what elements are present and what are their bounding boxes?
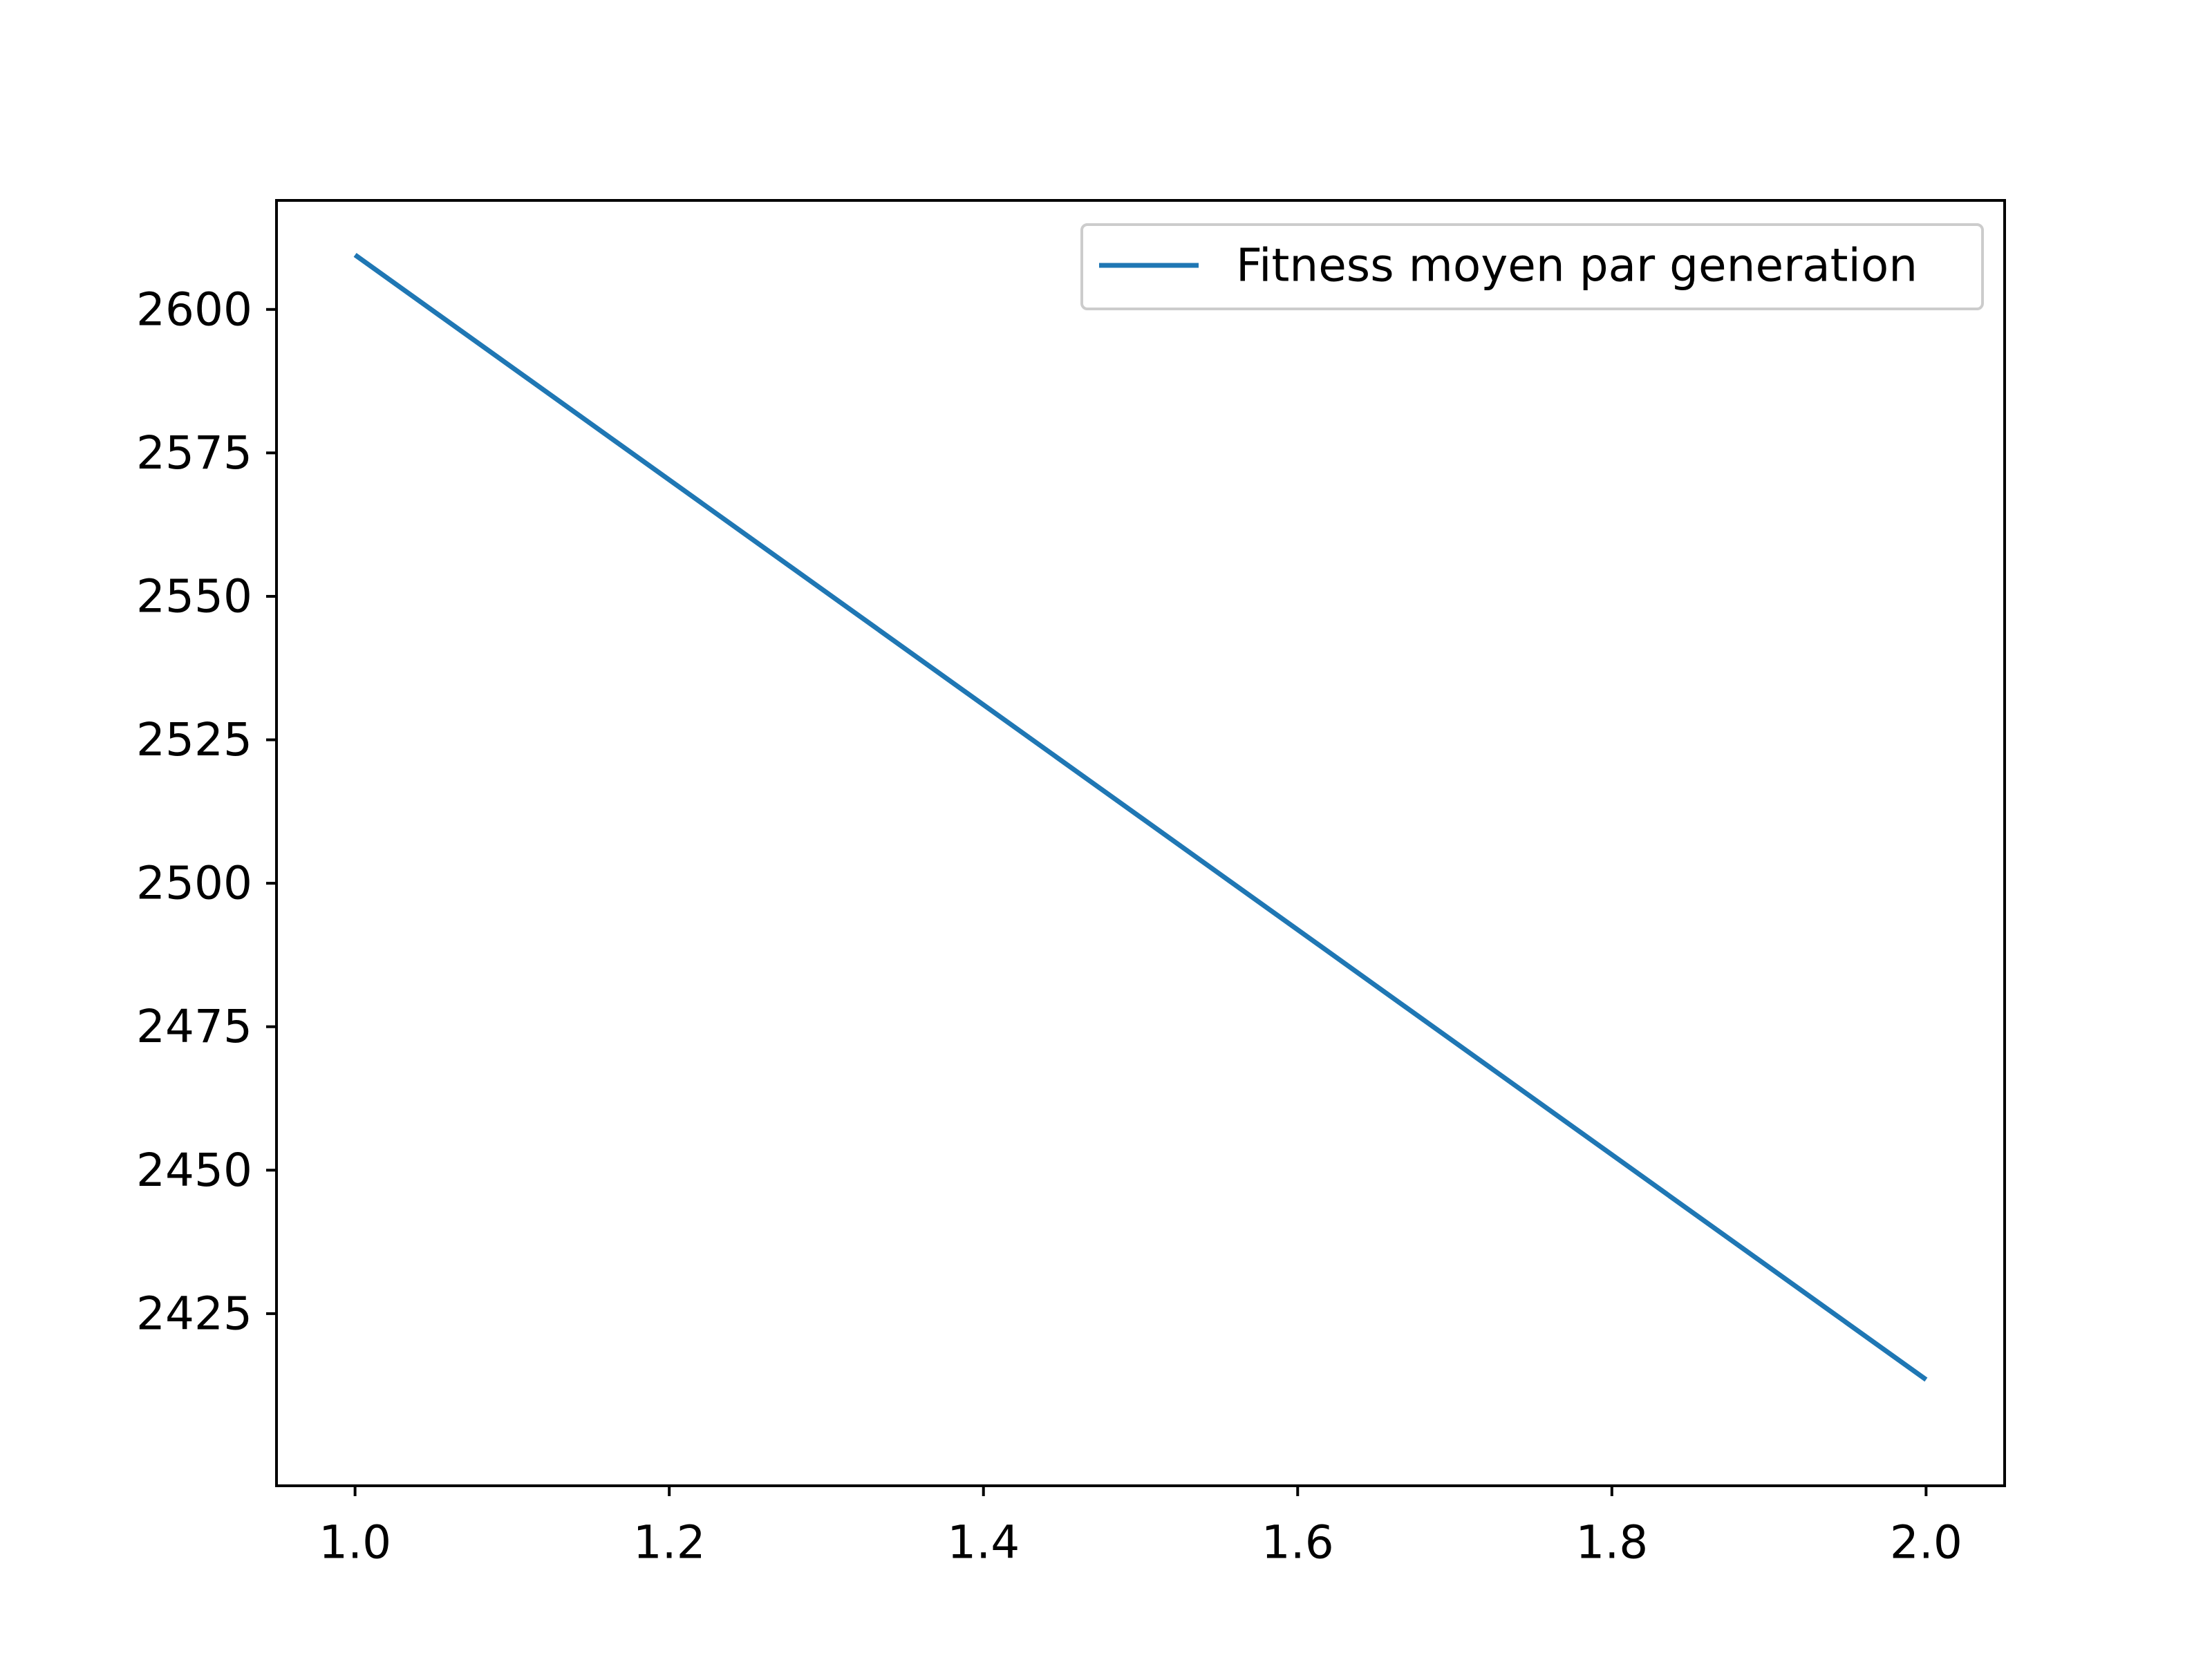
- series-line: [353, 253, 1928, 1382]
- y-tick-label: 2450: [136, 1144, 252, 1197]
- y-tick-label: 2425: [136, 1287, 252, 1340]
- y-tick-label: 2575: [136, 426, 252, 480]
- y-axis-ticks: 2425 2450 2475 2500 2525 2550 2575 2600: [136, 283, 276, 1340]
- series-layer: [353, 253, 1928, 1382]
- x-tick-label: 2.0: [1890, 1516, 1962, 1569]
- plot-frame: [275, 199, 2006, 1487]
- x-tick-label: 1.4: [947, 1516, 1020, 1569]
- y-tick-label: 2525: [136, 713, 252, 766]
- legend-label: Fitness moyen par generation: [1236, 239, 1918, 292]
- x-tick-label: 1.2: [633, 1516, 706, 1569]
- legend-box: [1080, 223, 1984, 310]
- y-tick-label: 2550: [136, 569, 252, 623]
- y-tick-label: 2600: [136, 283, 252, 336]
- x-axis-ticks: 1.0 1.2 1.4 1.6 1.8 2.0: [319, 1486, 1962, 1569]
- x-tick-label: 1.6: [1262, 1516, 1334, 1569]
- y-tick-label: 2475: [136, 1000, 252, 1053]
- x-tick-label: 1.0: [319, 1516, 391, 1569]
- y-tick-label: 2500: [136, 857, 252, 910]
- plot-background: [276, 200, 2005, 1486]
- x-tick-label: 1.8: [1575, 1516, 1648, 1569]
- legend: Fitness moyen par generation: [1080, 223, 1984, 310]
